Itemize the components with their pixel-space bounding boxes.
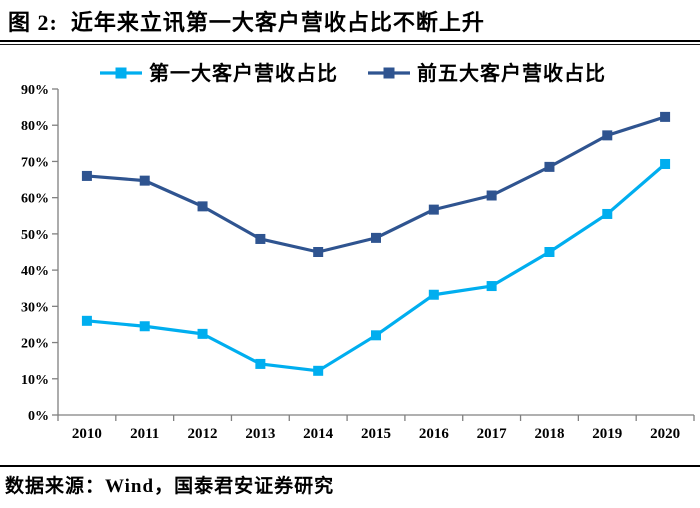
y-axis-tick-label: 80%: [21, 119, 49, 134]
data-point-marker: [428, 289, 439, 300]
data-source-note: 数据来源：Wind，国泰君安证券研究: [5, 476, 335, 497]
figure-title: 图 2: 近年来立讯第一大客户营收占比不断上升: [8, 10, 485, 35]
data-point-marker: [486, 281, 497, 292]
data-point-marker: [602, 208, 613, 219]
y-axis-tick-label: 30%: [21, 300, 49, 315]
legend-label: 前五大客户营收占比: [417, 61, 606, 85]
x-axis-tick-label: 2012: [188, 426, 218, 442]
y-axis-tick-label: 90%: [21, 83, 49, 98]
y-axis-tick-label: 50%: [21, 228, 49, 243]
y-axis-tick-label: 60%: [21, 192, 49, 207]
y-axis-tick-label: 10%: [21, 373, 49, 388]
data-point-marker: [371, 232, 381, 243]
title-divider-thick: [0, 40, 700, 42]
y-axis-tick-label: 70%: [21, 155, 49, 170]
data-point-marker: [313, 365, 324, 376]
x-axis-tick-label: 2011: [130, 426, 159, 442]
x-axis-tick-label: 2013: [245, 426, 275, 442]
data-point-marker: [486, 190, 497, 201]
data-point-marker: [139, 175, 150, 186]
data-point-marker: [602, 130, 613, 141]
legend-label: 第一大客户营收占比: [149, 61, 338, 85]
x-axis-tick-label: 2020: [650, 426, 680, 442]
data-point-marker: [255, 233, 266, 244]
x-axis-tick-label: 2016: [419, 426, 450, 442]
data-point-marker: [255, 358, 266, 369]
data-point-marker: [660, 111, 671, 122]
data-point-marker: [81, 315, 92, 326]
data-point-marker: [428, 204, 439, 215]
footer-divider: [0, 465, 700, 467]
y-axis-tick-label: 20%: [21, 337, 49, 352]
x-axis-tick-label: 2019: [592, 426, 622, 442]
legend-marker: [383, 67, 395, 79]
y-axis-tick-label: 40%: [21, 264, 49, 279]
data-point-marker: [544, 161, 555, 172]
x-axis-tick-label: 2018: [534, 426, 564, 442]
x-axis-tick-label: 2017: [477, 426, 508, 442]
data-point-marker: [371, 330, 381, 341]
x-axis-tick-label: 2015: [361, 426, 391, 442]
x-axis-tick-label: 2014: [303, 426, 334, 442]
data-point-marker: [139, 321, 150, 332]
data-point-marker: [544, 247, 555, 257]
data-point-marker: [197, 201, 208, 212]
data-point-marker: [197, 328, 208, 339]
title-divider-thin: [0, 44, 700, 45]
legend-marker: [115, 67, 127, 79]
x-axis-tick-label: 2010: [72, 426, 102, 442]
data-point-marker: [660, 158, 671, 169]
y-axis-tick-label: 0%: [28, 409, 49, 424]
data-point-marker: [81, 170, 92, 181]
line-chart: 0% 10% 20% 30% 40% 50% 60% 70% 80% 90% 2010 2011 201…: [21, 61, 695, 442]
data-point-marker: [313, 247, 324, 257]
